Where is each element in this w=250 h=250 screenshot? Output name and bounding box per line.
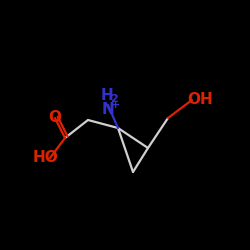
Text: N: N <box>102 102 114 116</box>
Text: H: H <box>100 88 114 102</box>
Text: +: + <box>110 100 120 110</box>
Text: 2: 2 <box>110 94 118 104</box>
Text: O: O <box>48 110 62 126</box>
Text: OH: OH <box>187 92 213 108</box>
Text: HO: HO <box>33 150 59 166</box>
